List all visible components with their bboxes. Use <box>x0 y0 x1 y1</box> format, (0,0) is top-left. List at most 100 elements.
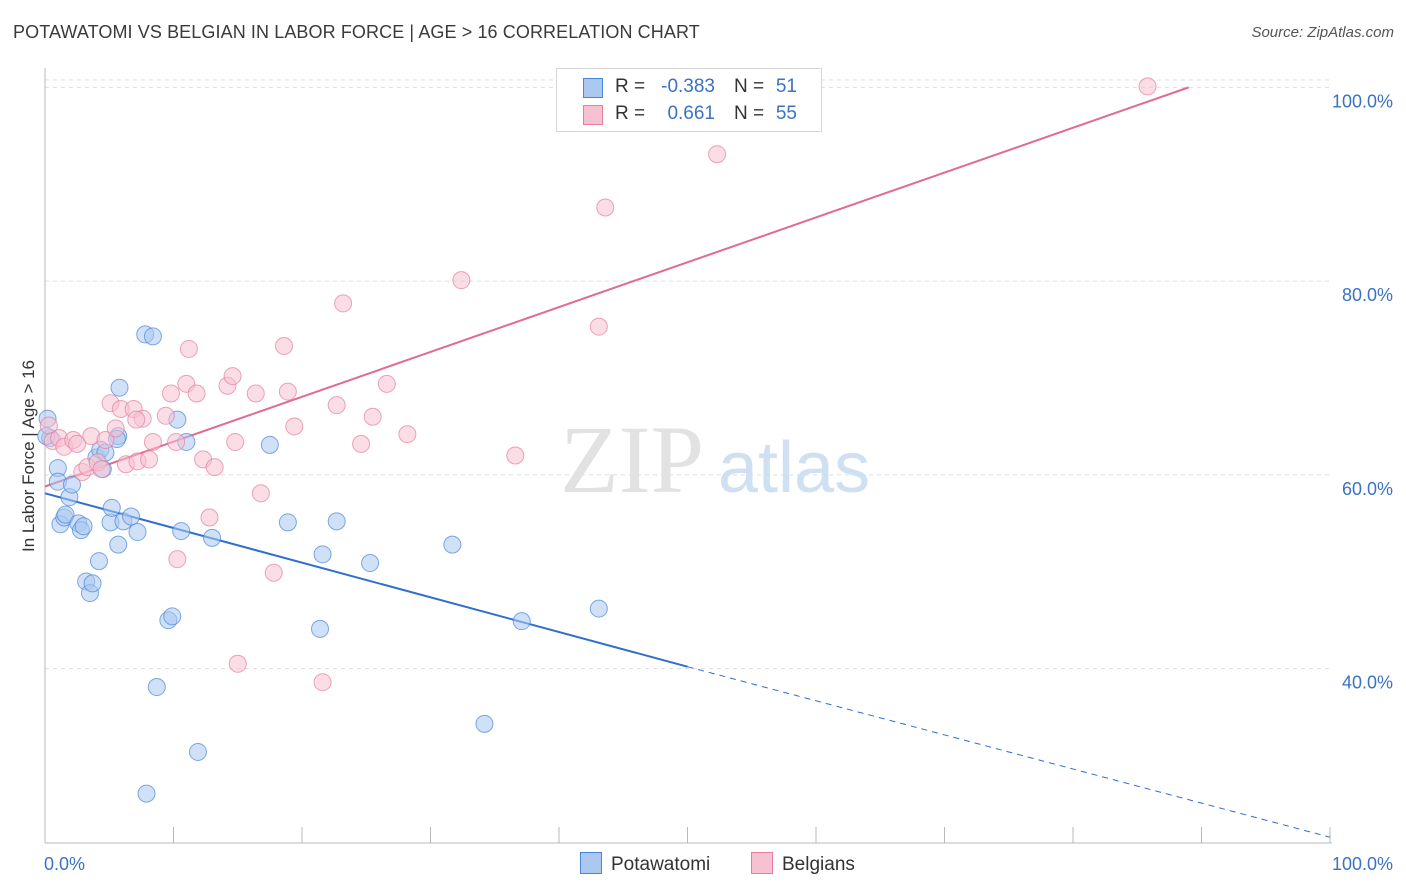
belgians-point <box>275 337 294 356</box>
potawatomi-point <box>122 507 141 526</box>
potawatomi-point <box>260 435 279 454</box>
potawatomi-trend-line <box>44 492 688 668</box>
belgians-point <box>68 434 87 453</box>
potawatomi-point <box>137 784 156 803</box>
potawatomi-point <box>56 505 75 524</box>
belgians-point <box>313 673 332 692</box>
watermark-zip: ZIP <box>560 406 704 513</box>
potawatomi-point <box>62 475 81 494</box>
potawatomi-point <box>203 528 222 547</box>
belgians-point <box>127 410 146 429</box>
belgians-point <box>264 563 283 582</box>
belgians-legend-label: Belgians <box>782 854 855 875</box>
belgians-point <box>200 508 219 527</box>
potawatomi-point <box>172 522 191 541</box>
belgians-point <box>223 367 242 386</box>
legend-r-label: R = <box>615 103 646 124</box>
legend-n-label: N = <box>734 76 765 97</box>
belgians-point <box>228 654 247 673</box>
belgians-point <box>506 446 525 465</box>
belgians-point <box>106 419 125 438</box>
potawatomi-point <box>74 517 93 536</box>
legend-item-potawatomi: Potawatomi <box>580 852 710 876</box>
trend-lines <box>44 86 1331 838</box>
legend-n-label: N = <box>734 103 765 124</box>
potawatomi-point <box>278 513 297 532</box>
potawatomi-point <box>147 678 166 697</box>
belgians-point <box>596 198 615 217</box>
belgians-point <box>377 374 396 393</box>
source-credit: Source: ZipAtlas.com <box>1251 24 1394 41</box>
potawatomi-point <box>188 742 207 761</box>
belgians-point <box>398 425 417 444</box>
belgians-point <box>278 382 297 401</box>
belgians-trend-line <box>44 86 1189 488</box>
potawatomi-point <box>83 574 102 593</box>
potawatomi-point <box>163 607 182 626</box>
legend-r-label: R = <box>615 76 646 97</box>
potawatomi-legend-swatch <box>580 852 602 874</box>
potawatomi-point <box>89 552 108 571</box>
belgians-point <box>92 460 111 479</box>
belgians-point <box>452 271 471 290</box>
belgians-legend-swatch <box>751 852 773 874</box>
potawatomi-point <box>110 378 129 397</box>
belgians-point <box>327 396 346 415</box>
belgians-point <box>285 417 304 436</box>
belgians-point <box>708 145 727 164</box>
belgians-point <box>363 407 382 426</box>
belgians-swatch <box>583 105 603 125</box>
potawatomi-point <box>128 523 147 542</box>
potawatomi-point <box>443 535 462 554</box>
y-tick-label: 100.0% <box>1332 91 1393 111</box>
potawatomi-legend-label: Potawatomi <box>611 854 711 875</box>
potawatomi-point <box>109 535 128 554</box>
belgians-point <box>246 384 265 403</box>
belgians-point <box>168 550 187 569</box>
legend-item-belgians: Belgians <box>751 852 855 876</box>
zipatlas-watermark: ZIP atlas <box>560 406 870 513</box>
belgians-point <box>334 294 353 313</box>
y-axis-label: In Labor Force | Age > 16 <box>19 360 38 552</box>
x-tick-label-min: 0.0% <box>44 854 85 874</box>
axes <box>44 68 1332 844</box>
belgians-point <box>352 434 371 453</box>
belgians-n-value: 55 <box>775 103 797 124</box>
belgians-point <box>167 432 186 451</box>
potawatomi-r-value: -0.383 <box>661 76 715 97</box>
potawatomi-point <box>143 327 162 346</box>
potawatomi-point <box>512 612 531 631</box>
belgians-point <box>156 406 175 425</box>
potawatomi-point <box>361 554 380 573</box>
belgians-point <box>226 432 245 451</box>
belgians-point <box>96 431 115 449</box>
legend-row-belgians: R = 0.661 N = 55 <box>557 101 821 127</box>
potawatomi-swatch <box>583 78 603 98</box>
belgians-point <box>187 384 206 403</box>
chart-title: POTAWATOMI VS BELGIAN IN LABOR FORCE | A… <box>13 22 700 42</box>
x-tick-label-max: 100.0% <box>1332 854 1393 874</box>
correlation-legend: R = -0.383 N = 51 R = 0.661 N = 55 <box>556 68 822 132</box>
belgians-point <box>205 458 224 477</box>
legend-row-potawatomi: R = -0.383 N = 51 <box>557 74 821 100</box>
data-points <box>37 77 1157 803</box>
belgians-point <box>161 384 180 403</box>
potawatomi-point <box>589 599 608 618</box>
belgians-point <box>251 484 270 503</box>
belgians-point <box>1138 77 1157 96</box>
potawatomi-point <box>475 714 494 733</box>
y-tick-label: 40.0% <box>1342 673 1393 693</box>
tick-labels: 40.0% 60.0% 80.0% 100.0% 0.0% 100.0% <box>44 91 1393 874</box>
belgians-r-value: 0.661 <box>667 103 715 124</box>
y-tick-label: 60.0% <box>1342 479 1393 499</box>
potawatomi-point <box>327 512 346 531</box>
belgians-point <box>589 317 608 336</box>
watermark-atlas: atlas <box>718 428 870 508</box>
potawatomi-point <box>102 498 121 517</box>
potawatomi-n-value: 51 <box>775 76 797 97</box>
potawatomi-point <box>313 545 332 564</box>
potawatomi-point <box>310 619 329 638</box>
belgians-point <box>179 339 198 358</box>
y-tick-label: 80.0% <box>1342 285 1393 305</box>
